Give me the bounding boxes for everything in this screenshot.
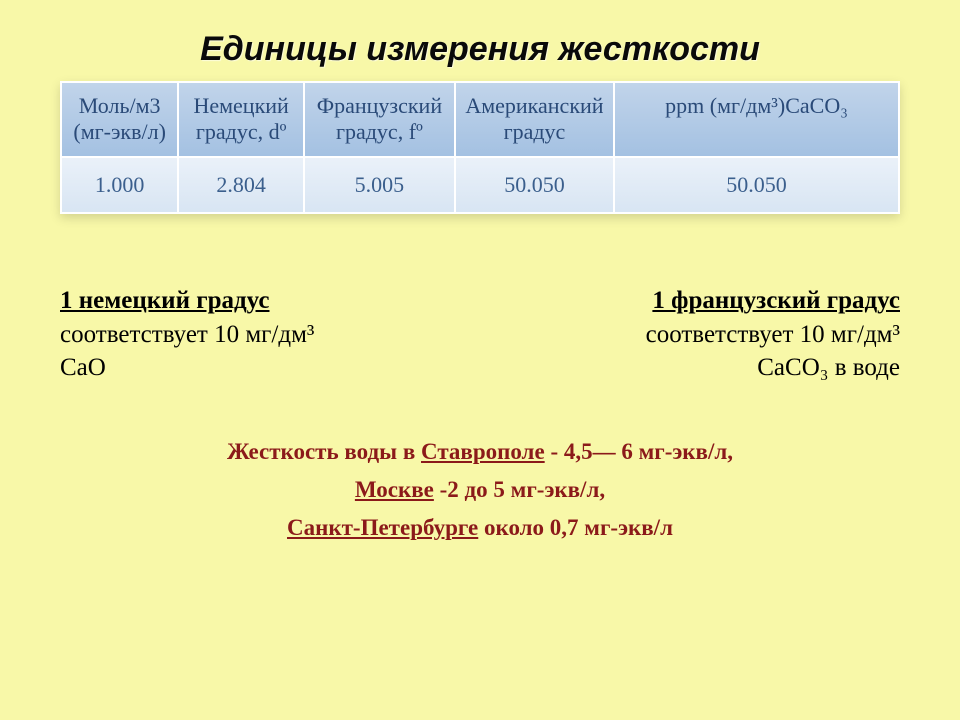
table-cell: 2.804: [178, 157, 304, 213]
table-cell: 5.005: [304, 157, 455, 213]
def-line: соответствует 10 мг/дм³: [60, 321, 314, 348]
text: -2 до 5 мг-экв/л,: [434, 477, 605, 502]
table-header-row: Моль/м3 (мг-экв/л) Немецкий градус, dº Ф…: [61, 82, 899, 157]
col-header: Моль/м3 (мг-экв/л): [61, 82, 178, 157]
city-name: Санкт-Петербурге: [287, 515, 478, 540]
french-degree-def: 1 французский градус соответствует 10 мг…: [646, 284, 900, 385]
hardness-line: Москве -2 до 5 мг-экв/л,: [60, 477, 900, 503]
text: Жесткость воды в: [227, 439, 421, 464]
def-line: CaO: [60, 354, 106, 381]
table-cell: 50.050: [614, 157, 899, 213]
page-title: Единицы измерения жесткости: [60, 30, 900, 69]
city-name: Ставрополе: [421, 439, 545, 464]
col-header: Французский градус, fº: [304, 82, 455, 157]
col-header: ppm (мг/дм³)CaCO₃: [614, 82, 899, 157]
slide: Единицы измерения жесткости Моль/м3 (мг-…: [0, 0, 960, 720]
table-cell: 50.050: [455, 157, 614, 213]
def-head: 1 французский градус: [652, 287, 900, 314]
hardness-line: Жесткость воды в Ставрополе - 4,5— 6 мг-…: [60, 439, 900, 465]
table-row: 1.000 2.804 5.005 50.050 50.050: [61, 157, 899, 213]
col-header: Американский градус: [455, 82, 614, 157]
german-degree-def: 1 немецкий градус соответствует 10 мг/дм…: [60, 284, 314, 385]
hardness-block: Жесткость воды в Ставрополе - 4,5— 6 мг-…: [60, 439, 900, 541]
text: около 0,7 мг-экв/л: [478, 515, 673, 540]
def-line: соответствует 10 мг/дм³: [646, 321, 900, 348]
city-name: Москве: [355, 477, 434, 502]
def-line: CaCO₃ в воде: [757, 354, 900, 381]
col-header: Немецкий градус, dº: [178, 82, 304, 157]
units-table: Моль/м3 (мг-экв/л) Немецкий градус, dº Ф…: [60, 81, 900, 214]
table-cell: 1.000: [61, 157, 178, 213]
hardness-line: Санкт-Петербурге около 0,7 мг-экв/л: [60, 515, 900, 541]
def-head: 1 немецкий градус: [60, 287, 269, 314]
definitions-row: 1 немецкий градус соответствует 10 мг/дм…: [60, 284, 900, 385]
text: - 4,5— 6 мг-экв/л,: [545, 439, 733, 464]
